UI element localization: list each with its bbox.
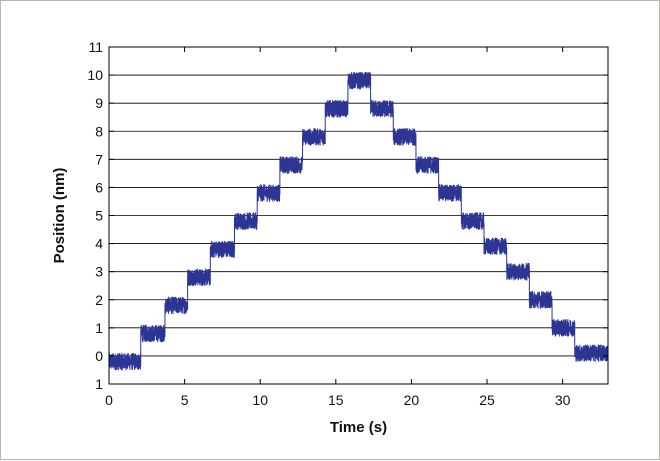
y-tick-label: 1 <box>95 320 103 336</box>
y-tick-label: 10 <box>87 67 103 83</box>
x-axis-title: Time (s) <box>330 419 387 436</box>
series-layer <box>108 71 609 371</box>
y-tick-label: 7 <box>95 151 103 167</box>
y-tick-label: 2 <box>95 292 103 308</box>
y-tick-label: 5 <box>95 208 103 224</box>
y-tick-label: 4 <box>95 236 103 252</box>
y-tick-label: 1 <box>95 376 103 392</box>
series-line <box>108 71 609 371</box>
y-tick-label: 3 <box>95 264 103 280</box>
x-tick-label: 20 <box>404 392 420 408</box>
y-tick-label: 0 <box>95 348 103 364</box>
y-tick-label: 8 <box>95 123 103 139</box>
x-tick-label: 15 <box>328 392 344 408</box>
y-axis-title: Position (nm) <box>51 168 68 264</box>
y-tick-label: 11 <box>88 39 103 55</box>
y-tick-label: 9 <box>95 95 103 111</box>
grid-lines <box>109 74 608 357</box>
x-tick-label: 0 <box>105 392 113 408</box>
y-tick-label: 6 <box>95 179 103 195</box>
x-tick-label: 30 <box>555 392 571 408</box>
x-tick-label: 10 <box>252 392 268 408</box>
x-tick-label: 25 <box>479 392 495 408</box>
x-tick-label: 5 <box>181 392 189 408</box>
